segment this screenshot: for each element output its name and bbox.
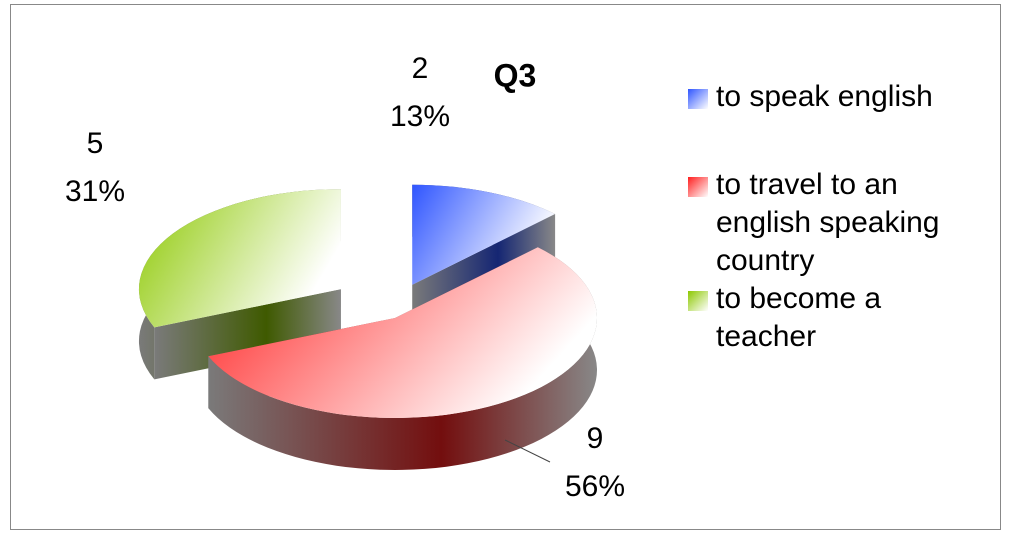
data-label: 5 [87, 127, 104, 160]
legend: to speak english to travel to an english … [688, 78, 988, 356]
legend-label: to become a teacher [716, 282, 882, 353]
legend-label: to speak english [716, 80, 933, 113]
legend-item: to travel to an english speaking country [688, 166, 966, 280]
slice-wall [154, 289, 341, 380]
leader-line [504, 439, 551, 463]
slice [208, 247, 597, 418]
chart-title: Q3 [494, 57, 537, 93]
data-label: 13% [390, 100, 450, 133]
data-label: 9 [587, 422, 604, 455]
legend-swatch [688, 177, 708, 197]
data-label: 31% [65, 175, 125, 208]
slice [412, 184, 556, 285]
data-label: 56% [565, 470, 625, 503]
legend-item: to become a teacher [688, 280, 966, 356]
legend-swatch [688, 89, 708, 109]
legend-label: to travel to an english speaking country [716, 168, 940, 277]
legend-swatch [688, 291, 708, 311]
slice [138, 189, 341, 328]
legend-item: to speak english [688, 78, 966, 116]
data-label: 2 [412, 52, 429, 85]
slice-side [208, 247, 597, 470]
